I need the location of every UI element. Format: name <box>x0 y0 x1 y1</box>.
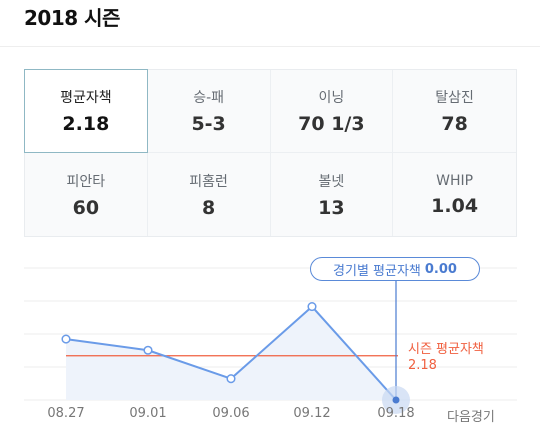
stat-label: 이닝 <box>318 90 345 106</box>
era-trend-chart: 경기별 평균자책 0.00 시즌 평균자책 2.18 08.27 09.01 0… <box>0 250 540 433</box>
title-divider <box>0 46 540 47</box>
data-point <box>61 334 71 344</box>
game-era-tooltip: 경기별 평균자책 0.00 <box>310 257 480 281</box>
stat-tab-whip[interactable]: WHIP 1.04 <box>393 153 516 236</box>
stat-value: 8 <box>202 196 216 219</box>
season-stats-grid: 평균자책 2.18 승-패 5-3 이닝 70 1/3 탈삼진 78 피안타 6… <box>24 69 517 237</box>
stat-tab-walks[interactable]: 볼넷 13 <box>271 153 394 236</box>
x-tick-label: 09.12 <box>293 406 331 421</box>
era-chart-svg <box>24 267 517 414</box>
stat-tab-hits-allowed[interactable]: 피안타 60 <box>25 153 148 236</box>
season-average-value: 2.18 <box>408 357 437 373</box>
stat-label: 피안타 <box>66 173 106 190</box>
data-point <box>307 302 317 312</box>
season-average-label: 시즌 평균자책 <box>408 341 484 357</box>
x-tick-label: 09.01 <box>129 406 167 421</box>
x-tick-label: 09.18 <box>377 406 415 421</box>
stat-value: 78 <box>441 113 468 135</box>
tooltip-label: 경기별 평균자책 <box>333 263 421 279</box>
data-point <box>226 374 236 384</box>
x-tick-label: 09.06 <box>212 406 250 421</box>
stat-label: 볼넷 <box>318 173 345 190</box>
stat-label: WHIP <box>436 172 474 189</box>
stat-tab-win-loss[interactable]: 승-패 5-3 <box>147 70 271 153</box>
next-game-label: 다음경기 <box>447 410 495 425</box>
stat-value: 1.04 <box>431 194 479 217</box>
stat-value: 13 <box>318 196 345 219</box>
stat-label: 평균자책 <box>60 90 112 106</box>
stat-tab-home-runs-allowed[interactable]: 피홈런 8 <box>148 153 271 236</box>
stat-tab-strikeouts[interactable]: 탈삼진 78 <box>393 70 516 153</box>
x-tick-label: 08.27 <box>47 406 85 421</box>
stat-value: 70 1/3 <box>298 113 365 135</box>
tooltip-value: 0.00 <box>424 261 457 277</box>
data-point <box>392 396 400 404</box>
series-area <box>66 306 396 400</box>
stat-value: 2.18 <box>62 113 110 135</box>
season-title: 2018 시즌 <box>24 6 120 30</box>
stat-label: 승-패 <box>193 90 225 106</box>
stat-tab-innings[interactable]: 이닝 70 1/3 <box>270 70 394 153</box>
stat-tab-era[interactable]: 평균자책 2.18 <box>24 69 148 153</box>
stat-value: 60 <box>72 196 100 219</box>
stat-label: 탈삼진 <box>435 90 474 106</box>
stat-value: 5-3 <box>191 113 226 135</box>
data-point <box>143 345 153 355</box>
stat-label: 피홈런 <box>189 173 228 190</box>
